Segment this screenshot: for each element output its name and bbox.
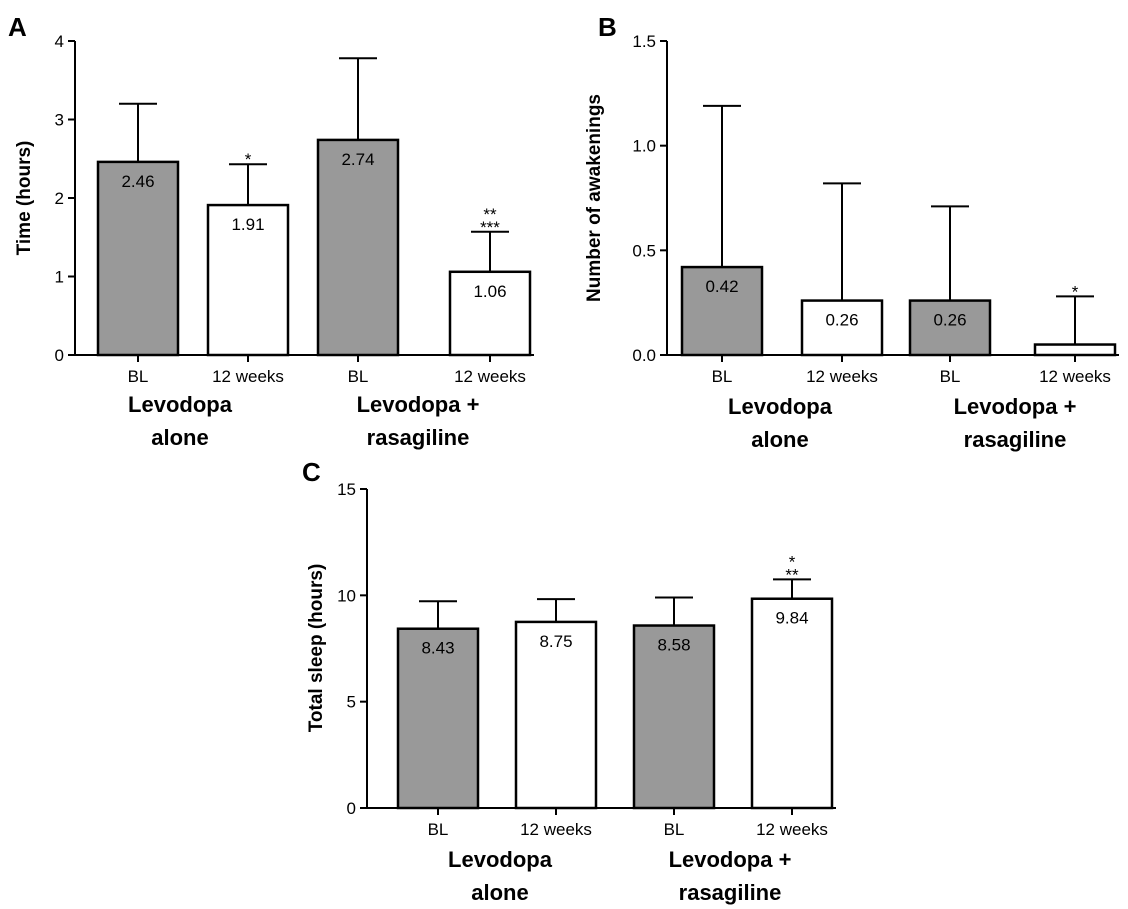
y-tick-label: 0 — [55, 346, 64, 365]
x-tick-label: 12 weeks — [454, 367, 526, 386]
bar — [514, 620, 598, 810]
y-axis-label: Total sleep (hours) — [306, 564, 327, 733]
group-label-line: Levodopa + — [357, 392, 480, 417]
bar-value-label: 1.91 — [231, 215, 264, 234]
group-label-line: alone — [471, 880, 528, 905]
bar-value-label: 2.74 — [341, 150, 374, 169]
bar-value-label: 8.58 — [657, 636, 690, 655]
bar-value-label: 0.26 — [933, 311, 966, 330]
group-label-line: alone — [751, 427, 808, 452]
bar — [96, 160, 180, 357]
group-label: Levodopa alone — [128, 392, 233, 450]
bar — [316, 138, 400, 357]
bar-value-label: 0.42 — [705, 277, 738, 296]
x-tick-label: BL — [940, 367, 961, 386]
panel-letter: B — [598, 12, 617, 42]
x-tick-label: BL — [712, 367, 733, 386]
bar-value-label: 8.75 — [539, 632, 572, 651]
bar — [1033, 343, 1117, 357]
y-axis-label: Number of awakenings — [584, 94, 605, 302]
y-tick-label: 0.0 — [632, 346, 656, 365]
group-label-line: Levodopa — [448, 847, 553, 872]
significance-mark: ** — [483, 205, 497, 224]
bar-value-label: 8.43 — [421, 639, 454, 658]
chart-panel-b: B Number of awakenings 0.42 BL 0.26 12 weeks 0… — [584, 12, 1119, 452]
y-tick-label: 15 — [337, 480, 356, 499]
group-label-line: Levodopa + — [669, 847, 792, 872]
significance-mark: ** — [785, 565, 799, 584]
y-tick-label: 1.5 — [632, 32, 656, 51]
bar — [448, 270, 532, 357]
y-tick-label: 10 — [337, 586, 356, 605]
bar-value-label: 2.46 — [121, 172, 154, 191]
x-tick-label: 12 weeks — [520, 820, 592, 839]
x-tick-label: 12 weeks — [1039, 367, 1111, 386]
bar — [800, 299, 884, 357]
y-tick-label: 2 — [55, 189, 64, 208]
bar — [396, 627, 480, 810]
y-tick-label: 0 — [347, 799, 356, 818]
bar-value-label: 9.84 — [775, 609, 808, 628]
x-tick-label: 12 weeks — [756, 820, 828, 839]
bar-value-label: 1.06 — [473, 282, 506, 301]
chart-panel-a: A Time (hours) 2.46 BL 1.91 * 12 weeks 2.74 BL 1.… — [8, 12, 534, 450]
x-tick-label: BL — [428, 820, 449, 839]
x-tick-label: 12 weeks — [212, 367, 284, 386]
bar — [908, 299, 992, 357]
panel-letter: C — [302, 457, 321, 487]
significance-mark: * — [1072, 282, 1079, 301]
bar — [632, 624, 716, 810]
x-tick-label: BL — [128, 367, 149, 386]
group-label-line: rasagiline — [367, 425, 470, 450]
group-label: Levodopa + rasagiline — [669, 847, 792, 905]
group-label: Levodopa alone — [448, 847, 553, 905]
significance-mark: * — [245, 150, 252, 169]
y-tick-label: 4 — [55, 32, 64, 51]
group-label: Levodopa + rasagiline — [954, 394, 1077, 452]
chart-panel-c: C Total sleep (hours) 8.43 BL 8.75 12 weeks 8.… — [302, 457, 836, 905]
significance-mark: *** — [480, 218, 500, 237]
group-label-line: Levodopa + — [954, 394, 1077, 419]
x-tick-label: 12 weeks — [806, 367, 878, 386]
x-tick-label: BL — [664, 820, 685, 839]
y-tick-label: 3 — [55, 111, 64, 130]
group-label: Levodopa + rasagiline — [357, 392, 480, 450]
group-label-line: Levodopa — [728, 394, 833, 419]
y-tick-label: 1.0 — [632, 137, 656, 156]
y-axis-label: Time (hours) — [14, 141, 35, 256]
x-tick-label: BL — [348, 367, 369, 386]
panel-letter: A — [8, 12, 27, 42]
group-label: Levodopa alone — [728, 394, 833, 452]
group-label-line: alone — [151, 425, 208, 450]
bar-value-label: 0.26 — [825, 311, 858, 330]
group-label-line: rasagiline — [964, 427, 1067, 452]
y-tick-label: 5 — [347, 693, 356, 712]
group-label-line: rasagiline — [679, 880, 782, 905]
significance-mark: * — [789, 552, 796, 571]
group-label-line: Levodopa — [128, 392, 233, 417]
bar — [750, 597, 834, 810]
bar — [680, 265, 764, 357]
y-tick-label: 0.5 — [632, 241, 656, 260]
y-tick-label: 1 — [55, 268, 64, 287]
